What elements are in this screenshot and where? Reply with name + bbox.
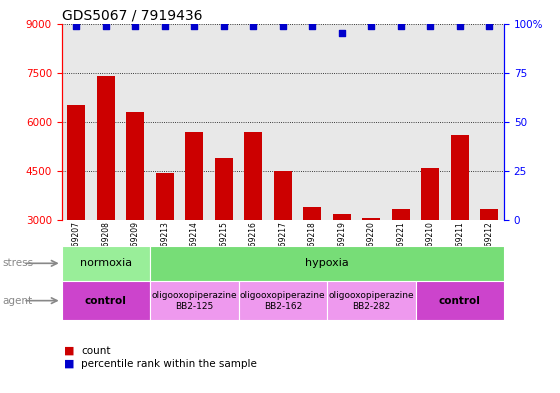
Bar bbox=[416, 281, 504, 320]
Bar bbox=[215, 158, 232, 220]
Bar bbox=[239, 281, 327, 320]
Point bbox=[101, 22, 110, 29]
Text: percentile rank within the sample: percentile rank within the sample bbox=[81, 358, 257, 369]
Text: count: count bbox=[81, 345, 111, 356]
Bar bbox=[150, 281, 239, 320]
Bar bbox=[150, 246, 504, 281]
Bar bbox=[68, 105, 85, 220]
Text: oligooxopiperazine
BB2-282: oligooxopiperazine BB2-282 bbox=[329, 290, 414, 311]
Bar bbox=[62, 281, 150, 320]
Bar bbox=[327, 281, 416, 320]
Point bbox=[220, 22, 228, 29]
Bar bbox=[274, 171, 292, 220]
Bar bbox=[127, 112, 144, 220]
Text: normoxia: normoxia bbox=[80, 258, 132, 268]
Text: oligooxopiperazine
BB2-125: oligooxopiperazine BB2-125 bbox=[152, 290, 237, 311]
Bar bbox=[480, 209, 498, 220]
Bar bbox=[245, 132, 262, 220]
Point bbox=[367, 22, 376, 29]
Point bbox=[396, 22, 405, 29]
Text: hypoxia: hypoxia bbox=[305, 258, 349, 268]
Bar bbox=[392, 209, 409, 220]
Bar bbox=[62, 246, 150, 281]
Point bbox=[485, 22, 494, 29]
Bar bbox=[333, 213, 351, 220]
Text: ■: ■ bbox=[64, 345, 75, 356]
Bar bbox=[362, 219, 380, 220]
Bar bbox=[156, 173, 174, 220]
Text: ■: ■ bbox=[64, 358, 75, 369]
Text: GDS5067 / 7919436: GDS5067 / 7919436 bbox=[62, 8, 202, 22]
Text: oligooxopiperazine
BB2-162: oligooxopiperazine BB2-162 bbox=[240, 290, 325, 311]
Point bbox=[337, 30, 346, 37]
Point bbox=[249, 22, 258, 29]
Point bbox=[160, 22, 169, 29]
Point bbox=[308, 22, 317, 29]
Bar bbox=[97, 76, 115, 220]
Text: stress: stress bbox=[3, 258, 34, 268]
Text: agent: agent bbox=[3, 296, 33, 306]
Bar bbox=[451, 135, 469, 220]
Bar bbox=[185, 132, 203, 220]
Text: control: control bbox=[85, 296, 127, 306]
Point bbox=[426, 22, 435, 29]
Point bbox=[131, 22, 140, 29]
Bar bbox=[304, 207, 321, 220]
Text: control: control bbox=[439, 296, 480, 306]
Point bbox=[190, 22, 199, 29]
Point bbox=[278, 22, 287, 29]
Point bbox=[455, 22, 464, 29]
Bar bbox=[422, 168, 439, 220]
Point bbox=[72, 22, 81, 29]
